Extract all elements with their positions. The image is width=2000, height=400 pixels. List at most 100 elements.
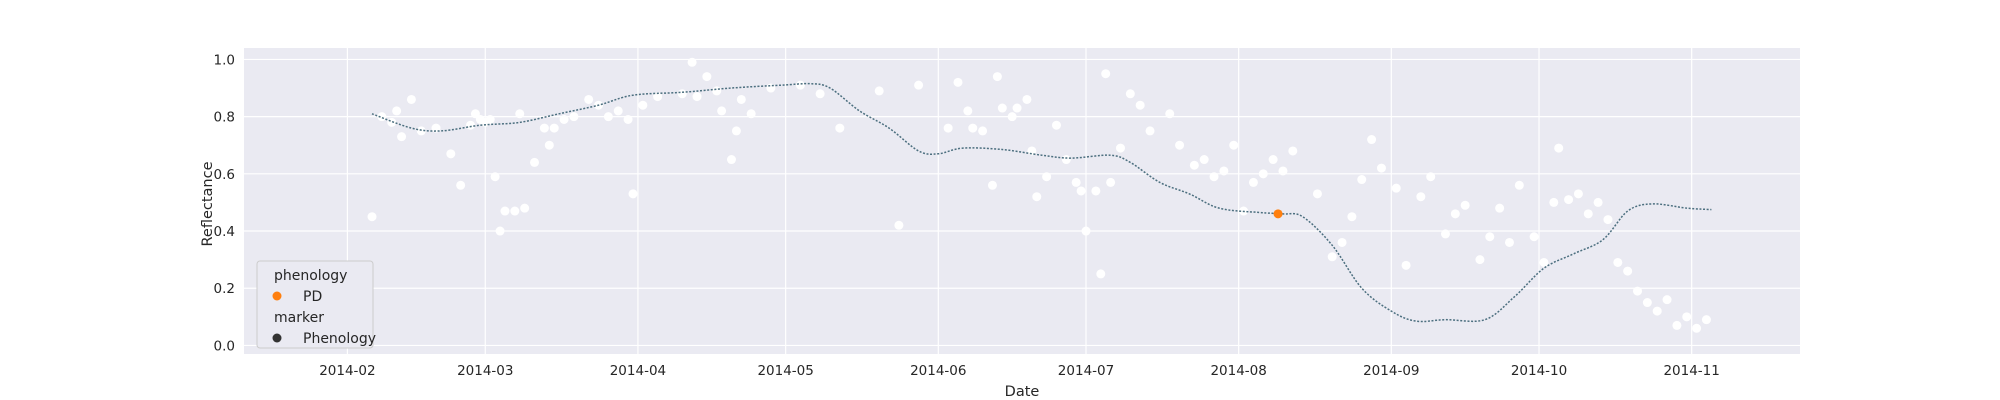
x-tick-label: 2014-09: [1363, 363, 1419, 379]
observation-point: [500, 206, 510, 216]
observation-point: [559, 114, 569, 124]
observation-point: [746, 109, 756, 119]
observation-point: [1549, 197, 1559, 207]
observation-point: [1391, 183, 1401, 193]
observation-point: [1692, 323, 1702, 333]
legend-marker: [272, 333, 282, 343]
smoothed-curve: [371, 82, 1712, 323]
observation-point: [1051, 120, 1061, 130]
observation-point: [603, 112, 613, 122]
observation-point: [520, 203, 530, 213]
observation-point: [1564, 195, 1574, 205]
x-tick-label: 2014-05: [757, 363, 813, 379]
observation-point: [1081, 226, 1091, 236]
observation-point: [1440, 229, 1450, 239]
observation-point: [495, 226, 505, 236]
observation-point: [1475, 255, 1485, 265]
observation-point: [712, 86, 722, 96]
observation-point: [1229, 140, 1239, 150]
observation-point: [584, 94, 594, 104]
observation-point: [456, 180, 466, 190]
observation-point: [874, 86, 884, 96]
observation-point: [1175, 140, 1185, 150]
y-tick-label: 0.6: [214, 167, 235, 183]
observation-point: [702, 72, 712, 82]
observation-point: [1652, 306, 1662, 316]
observation-point: [1071, 177, 1081, 187]
observation-point: [1091, 186, 1101, 196]
observation-point: [968, 123, 978, 133]
observation-point: [1426, 172, 1436, 182]
observation-point: [485, 114, 495, 124]
observation-point: [677, 89, 687, 99]
observation-point: [943, 123, 953, 133]
highlight-point: [1273, 209, 1283, 219]
observation-point: [1554, 143, 1564, 153]
observation-point: [1573, 189, 1583, 199]
y-tick-label: 0.0: [214, 338, 235, 354]
legend-box: [256, 260, 374, 349]
observation-point: [914, 80, 924, 90]
observation-point: [416, 126, 426, 136]
y-tick-label: 0.8: [214, 110, 235, 126]
observation-point: [953, 77, 963, 87]
observation-point: [613, 106, 623, 116]
observation-point: [731, 126, 741, 136]
observation-point: [1416, 192, 1426, 202]
observation-point: [653, 92, 663, 102]
observation-point: [1672, 320, 1682, 330]
observation-point: [1248, 177, 1258, 187]
observation-point: [1125, 89, 1135, 99]
observation-point: [992, 72, 1002, 82]
observation-point: [544, 140, 554, 150]
observation-point: [692, 92, 702, 102]
observation-point: [1485, 232, 1495, 242]
observation-point: [795, 80, 805, 90]
observation-point: [1642, 298, 1652, 308]
observation-point: [1514, 180, 1524, 190]
observation-point: [1076, 186, 1086, 196]
observation-point: [987, 180, 997, 190]
observation-point: [1115, 143, 1125, 153]
observation-point: [1278, 166, 1288, 176]
observation-point: [1347, 212, 1357, 222]
observation-point: [1662, 295, 1672, 305]
observation-point: [1327, 252, 1337, 262]
observation-point: [1189, 160, 1199, 170]
legend-label: PD: [303, 289, 322, 305]
observation-point: [717, 106, 727, 116]
observation-point: [490, 172, 500, 182]
observation-point: [549, 123, 559, 133]
observation-point: [1096, 269, 1106, 279]
observation-point: [392, 106, 402, 116]
observation-point: [736, 94, 746, 104]
observation-point: [1357, 175, 1367, 185]
observation-point: [815, 89, 825, 99]
observation-point: [1268, 155, 1278, 165]
observation-point: [835, 123, 845, 133]
x-tick-label: 2014-10: [1511, 363, 1567, 379]
observation-point: [466, 120, 476, 130]
observation-point: [1199, 155, 1209, 165]
x-tick-label: 2014-03: [457, 363, 513, 379]
legend-label: Phenology: [303, 331, 376, 347]
observation-point: [687, 57, 697, 67]
observation-point: [1032, 192, 1042, 202]
y-tick-labels: 0.0 0.2 0.4 0.6 0.8 1.0: [214, 52, 235, 354]
observation-point: [1061, 155, 1071, 165]
observation-point: [1288, 146, 1298, 156]
observation-point: [1007, 112, 1017, 122]
legend: phenology PD marker Phenology: [256, 260, 376, 349]
observation-point: [1258, 169, 1268, 179]
observation-point: [1401, 260, 1411, 270]
x-tick-label: 2014-07: [1058, 363, 1114, 379]
observation-point: [1529, 232, 1539, 242]
highlight-layer: [1273, 209, 1283, 219]
observation-point: [1106, 177, 1116, 187]
observation-point: [1337, 237, 1347, 247]
x-tick-label: 2014-11: [1663, 363, 1719, 379]
observation-point: [530, 157, 540, 167]
observation-point: [1367, 135, 1377, 145]
x-tick-label: 2014-04: [610, 363, 666, 379]
observation-point: [397, 132, 407, 142]
